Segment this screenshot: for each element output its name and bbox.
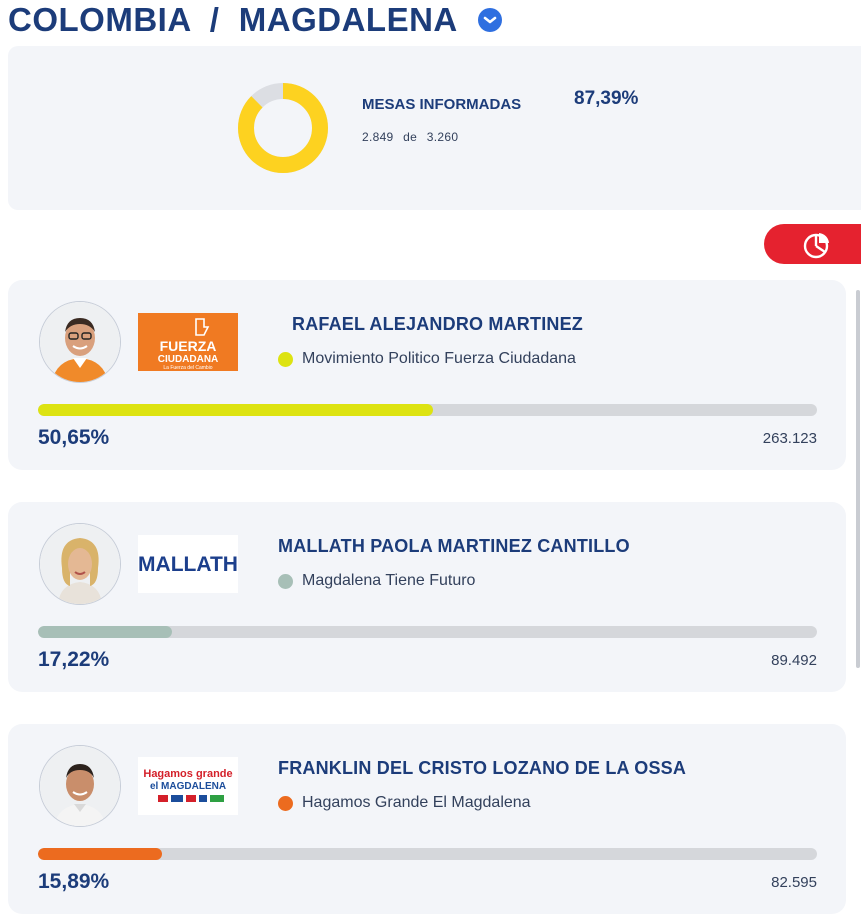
scrollbar[interactable] <box>856 290 860 668</box>
party-logo-text: MALLATH <box>138 553 238 576</box>
party-logo-line2: el MAGDALENA <box>150 781 226 792</box>
mesas-label: MESAS INFORMADAS <box>362 96 522 113</box>
party-line: Magdalena Tiene Futuro <box>278 572 475 590</box>
candidate-card: FUERZA CIUDADANA La Fuerza del Cambio RA… <box>8 280 846 470</box>
party-line: Movimiento Politico Fuerza Ciudadana <box>278 350 576 368</box>
mesas-total: 3.260 <box>426 130 459 144</box>
mesas-connector: de <box>403 130 418 144</box>
vote-percent: 17,22% <box>38 648 110 671</box>
vote-count: 89.492 <box>771 652 817 669</box>
party-logo-line3: La Fuerza del Cambio <box>163 365 212 371</box>
party-color-dot <box>278 795 293 811</box>
vote-percent: 15,89% <box>38 870 110 893</box>
vote-share-bar <box>38 848 817 860</box>
mesas-summary-panel: MESAS INFORMADAS 87,39% 2.849 de 3.260 <box>8 46 861 210</box>
vote-percent: 50,65% <box>38 426 110 449</box>
candidate-photo <box>39 301 121 383</box>
mesas-reported: 2.849 <box>362 130 394 144</box>
vote-share-fill <box>38 848 162 860</box>
candidate-name: RAFAEL ALEJANDRO MARTINEZ <box>292 314 584 334</box>
candidate-name: FRANKLIN DEL CRISTO LOZANO DE LA OSSA <box>278 758 687 778</box>
party-logo: MALLATH <box>138 535 238 593</box>
party-logo: FUERZA CIUDADANA La Fuerza del Cambio <box>138 313 238 371</box>
chevron-down-icon[interactable] <box>477 8 502 32</box>
party-color-dot <box>278 351 293 367</box>
mesas-progress-donut <box>238 83 328 173</box>
breadcrumb-header: COLOMBIA / MAGDALENA <box>8 0 502 40</box>
pie-chart-icon <box>803 233 829 259</box>
party-logo: Hagamos grande el MAGDALENA <box>138 757 238 815</box>
chart-view-button[interactable] <box>764 224 861 264</box>
candidate-photo <box>39 523 121 605</box>
donut-fill <box>238 83 328 173</box>
vote-share-bar <box>38 626 817 638</box>
page-title: COLOMBIA / MAGDALENA <box>8 1 458 38</box>
party-line: Hagamos Grande El Magdalena <box>278 794 531 812</box>
mesas-percent: 87,39% <box>574 88 639 109</box>
party-color-dot <box>278 573 293 589</box>
party-name: Hagamos Grande El Magdalena <box>302 794 531 811</box>
candidate-name: MALLATH PAOLA MARTINEZ CANTILLO <box>278 536 630 556</box>
party-logo-line1: FUERZA <box>160 338 217 354</box>
party-logo-line1: Hagamos grande <box>143 768 232 780</box>
candidate-card: MALLATH MALLATH PAOLA MARTINEZ CANTILLO … <box>8 502 846 692</box>
party-logo-line2: CIUDADANA <box>158 354 219 365</box>
vote-count: 263.123 <box>762 430 817 447</box>
vote-share-fill <box>38 626 173 638</box>
mesas-count: 2.849 de 3.260 <box>362 130 464 144</box>
candidate-card: Hagamos grande el MAGDALENA FRANKLIN DEL… <box>8 724 846 914</box>
candidate-photo <box>39 745 121 827</box>
party-name: Movimiento Politico Fuerza Ciudadana <box>302 350 576 367</box>
party-name: Magdalena Tiene Futuro <box>302 572 476 589</box>
vote-count: 82.595 <box>771 874 817 891</box>
vote-share-fill <box>38 404 433 416</box>
vote-share-bar <box>38 404 817 416</box>
